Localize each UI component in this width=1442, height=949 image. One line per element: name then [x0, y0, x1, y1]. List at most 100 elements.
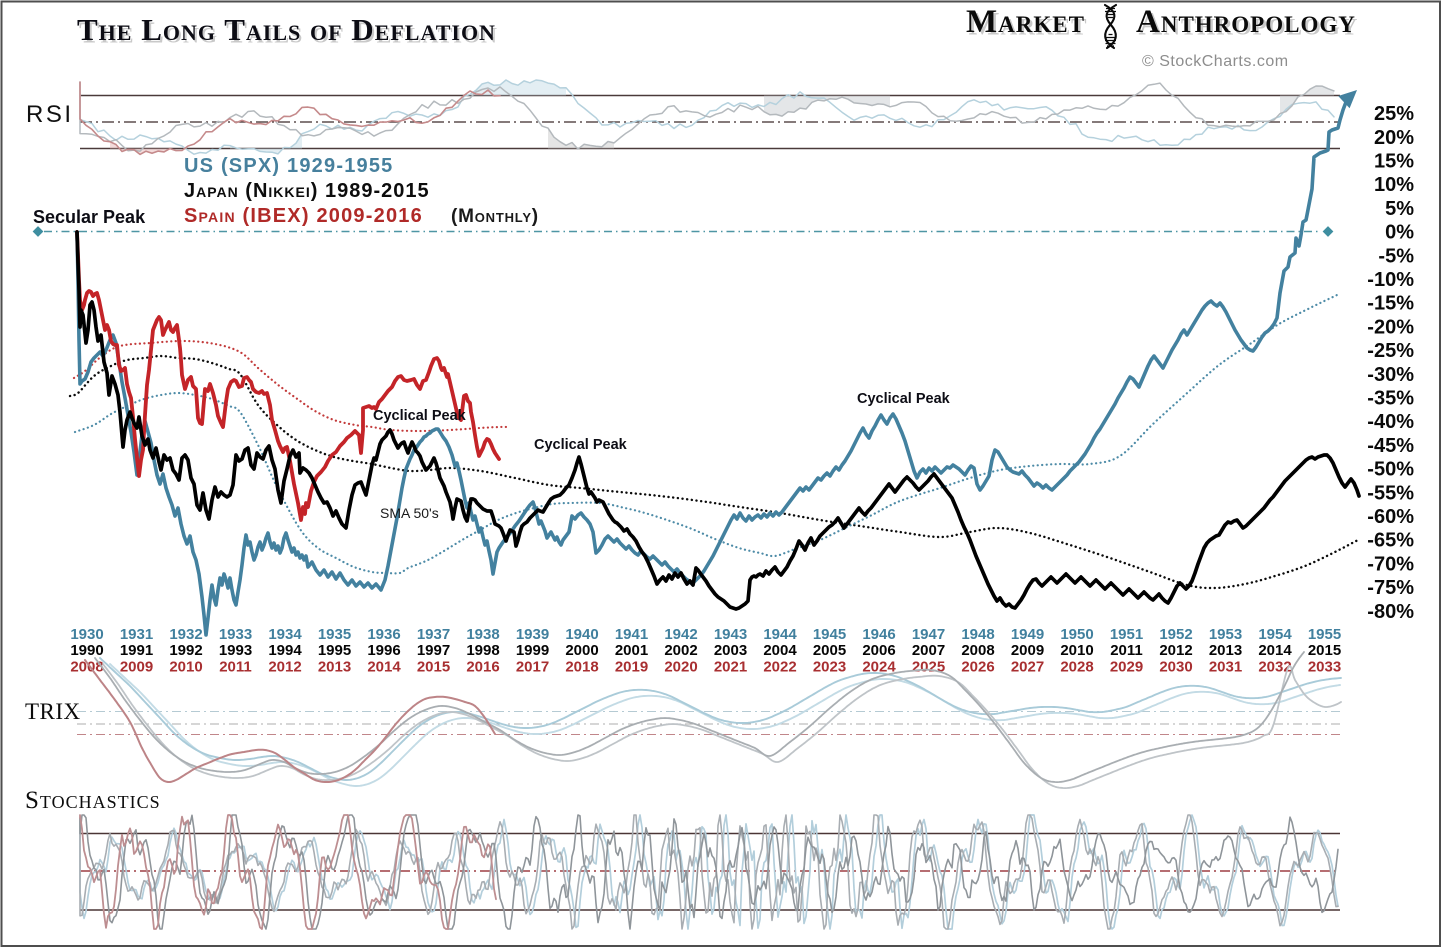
svg-text:2001: 2001	[615, 642, 648, 659]
svg-text:1931: 1931	[120, 626, 153, 643]
svg-text:1998: 1998	[466, 642, 499, 659]
svg-text:Market: Market	[969, 7, 1088, 43]
svg-text:2005: 2005	[813, 642, 846, 659]
svg-text:1996: 1996	[367, 642, 400, 659]
svg-text:2012: 2012	[268, 659, 301, 676]
svg-text:2019: 2019	[615, 659, 648, 676]
svg-text:1940: 1940	[565, 626, 598, 643]
svg-text:2014: 2014	[1258, 642, 1292, 659]
svg-text:25%: 25%	[1374, 103, 1414, 125]
svg-text:2012: 2012	[1159, 642, 1192, 659]
svg-text:2007: 2007	[912, 642, 945, 659]
svg-text:RSI: RSI	[26, 101, 74, 128]
svg-text:1999: 1999	[516, 642, 549, 659]
svg-text:1990: 1990	[70, 642, 103, 659]
svg-text:2024: 2024	[862, 659, 896, 676]
svg-text:2010: 2010	[169, 659, 202, 676]
svg-text:2018: 2018	[565, 659, 598, 676]
svg-text:2031: 2031	[1209, 659, 1242, 676]
svg-text:-10%: -10%	[1367, 269, 1414, 291]
svg-text:The Long Tails of Deflation: The Long Tails of Deflation	[77, 12, 496, 47]
svg-text:2011: 2011	[219, 659, 252, 676]
svg-text:-5%: -5%	[1378, 245, 1414, 267]
svg-text:TRIX: TRIX	[25, 699, 81, 724]
svg-text:1937: 1937	[417, 626, 450, 643]
svg-text:Spain (IBEX) 2009-2016: Spain (IBEX) 2009-2016	[184, 205, 423, 227]
svg-text:1943: 1943	[714, 626, 747, 643]
svg-text:1947: 1947	[912, 626, 945, 643]
svg-text:2032: 2032	[1258, 659, 1291, 676]
svg-text:2000: 2000	[565, 642, 598, 659]
svg-text:2028: 2028	[1060, 659, 1093, 676]
svg-text:2008: 2008	[70, 659, 103, 676]
svg-text:1954: 1954	[1258, 626, 1292, 643]
svg-text:-35%: -35%	[1367, 388, 1414, 410]
svg-text:-70%: -70%	[1367, 553, 1414, 575]
svg-text:2021: 2021	[714, 659, 747, 676]
svg-text:1946: 1946	[862, 626, 895, 643]
svg-text:Anthropology: Anthropology	[1139, 7, 1359, 43]
svg-text:Japan (Nikkei) 1989-2015: Japan (Nikkei) 1989-2015	[184, 180, 430, 202]
svg-text:1993: 1993	[219, 642, 252, 659]
svg-text:-45%: -45%	[1367, 435, 1414, 457]
svg-text:2011: 2011	[1110, 642, 1143, 659]
svg-text:2015: 2015	[1308, 642, 1341, 659]
svg-text:-40%: -40%	[1367, 411, 1414, 433]
svg-text:Anthropology: Anthropology	[1136, 4, 1356, 40]
svg-text:2008: 2008	[961, 642, 994, 659]
svg-text:-60%: -60%	[1367, 506, 1414, 528]
svg-text:2004: 2004	[763, 642, 797, 659]
svg-text:1935: 1935	[318, 626, 351, 643]
svg-text:1953: 1953	[1209, 626, 1242, 643]
svg-text:2017: 2017	[516, 659, 549, 676]
svg-text:1952: 1952	[1159, 626, 1192, 643]
svg-text:1934: 1934	[268, 626, 302, 643]
svg-text:1933: 1933	[219, 626, 252, 643]
svg-text:1949: 1949	[1011, 626, 1044, 643]
svg-text:1997: 1997	[417, 642, 450, 659]
svg-text:2020: 2020	[664, 659, 697, 676]
svg-text:1942: 1942	[664, 626, 697, 643]
svg-text:2026: 2026	[961, 659, 994, 676]
svg-text:10%: 10%	[1374, 174, 1414, 196]
svg-text:-75%: -75%	[1367, 577, 1414, 599]
svg-text:1955: 1955	[1308, 626, 1341, 643]
svg-text:0%: 0%	[1385, 222, 1414, 244]
svg-text:2025: 2025	[912, 659, 945, 676]
svg-text:2003: 2003	[714, 642, 747, 659]
svg-text:2016: 2016	[466, 659, 499, 676]
svg-text:2033: 2033	[1308, 659, 1341, 676]
svg-text:Market: Market	[966, 4, 1085, 40]
svg-text:1936: 1936	[367, 626, 400, 643]
svg-text:1992: 1992	[169, 642, 202, 659]
svg-text:1951: 1951	[1110, 626, 1143, 643]
svg-text:Stochastics: Stochastics	[25, 787, 161, 814]
svg-text:1950: 1950	[1060, 626, 1093, 643]
svg-text:2002: 2002	[664, 642, 697, 659]
svg-text:-25%: -25%	[1367, 340, 1414, 362]
svg-text:1939: 1939	[516, 626, 549, 643]
svg-text:-80%: -80%	[1367, 601, 1414, 623]
svg-text:-20%: -20%	[1367, 316, 1414, 338]
svg-text:2009: 2009	[120, 659, 153, 676]
svg-text:2014: 2014	[367, 659, 401, 676]
svg-text:1930: 1930	[70, 626, 103, 643]
svg-text:Secular Peak: Secular Peak	[33, 207, 146, 227]
svg-text:1991: 1991	[120, 642, 153, 659]
svg-text:2009: 2009	[1011, 642, 1044, 659]
svg-text:20%: 20%	[1374, 127, 1414, 149]
svg-text:2030: 2030	[1159, 659, 1192, 676]
svg-text:2029: 2029	[1110, 659, 1143, 676]
svg-text:-65%: -65%	[1367, 530, 1414, 552]
svg-text:2006: 2006	[862, 642, 895, 659]
svg-text:Cyclical Peak: Cyclical Peak	[857, 391, 951, 407]
svg-text:1994: 1994	[268, 642, 302, 659]
svg-text:Cyclical Peak: Cyclical Peak	[373, 408, 467, 424]
svg-text:2023: 2023	[813, 659, 846, 676]
svg-text:The Long Tails of Deflation: The Long Tails of Deflation	[79, 15, 498, 50]
svg-text:(Monthly): (Monthly)	[451, 206, 539, 227]
svg-text:1932: 1932	[169, 626, 202, 643]
svg-text:2015: 2015	[417, 659, 450, 676]
svg-text:-55%: -55%	[1367, 482, 1414, 504]
svg-text:2027: 2027	[1011, 659, 1044, 676]
